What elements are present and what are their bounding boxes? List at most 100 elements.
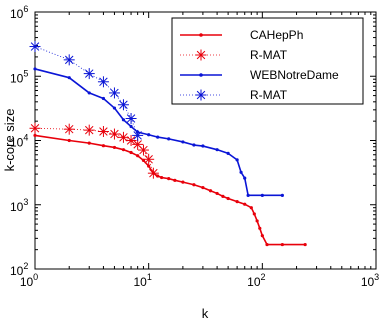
data-point: [87, 91, 91, 95]
data-point: [280, 242, 284, 247]
data-point: [117, 131, 129, 143]
data-point: [255, 219, 259, 223]
asterisk-stroke: [196, 50, 206, 60]
data-point: [125, 112, 137, 124]
data-point: [265, 242, 269, 247]
x-tick-label: 103: [361, 272, 379, 289]
data-point: [97, 126, 109, 138]
data-point: [97, 76, 109, 88]
asterisk-stroke: [99, 77, 108, 87]
data-point: [208, 189, 213, 193]
data-point: [121, 148, 126, 152]
data-point: [117, 99, 129, 111]
y-axis-label: k-core size: [2, 109, 17, 172]
data-point: [246, 193, 250, 197]
data-point: [260, 234, 264, 238]
data-point: [33, 67, 37, 71]
data-point: [101, 144, 106, 148]
series-2-webnotredame: [33, 67, 284, 197]
asterisk-stroke: [119, 133, 128, 142]
asterisk-stroke: [126, 136, 136, 145]
x-tick-label: 101: [133, 272, 151, 289]
legend-item: R-MAT: [180, 48, 288, 62]
legend-item: CAHepPh: [180, 28, 303, 42]
data-point: [160, 175, 164, 180]
data-point: [147, 133, 151, 137]
asterisk-stroke: [119, 100, 128, 110]
data-point: [303, 242, 307, 247]
data-point: [67, 76, 71, 80]
data-point: [87, 141, 91, 145]
legend-marker: [199, 73, 203, 77]
axis-ticks: 100 101 102 103 102 103 104 105 106: [10, 4, 379, 289]
legend-item: WEBNotreDame: [180, 68, 339, 82]
legend-label: WEBNotreDame: [250, 68, 339, 82]
data-point: [136, 154, 140, 158]
asterisk-stroke: [133, 131, 142, 140]
asterisk-stroke: [30, 42, 40, 51]
asterisk-stroke: [84, 125, 94, 135]
data-point: [181, 180, 185, 184]
legend-label: CAHepPh: [250, 28, 303, 42]
legend-item: R-MAT: [180, 88, 288, 102]
y-tick-label: 105: [10, 68, 28, 85]
x-axis-label: k: [202, 306, 209, 321]
data-point: [112, 106, 117, 110]
data-point: [83, 124, 95, 136]
data-point: [249, 206, 253, 210]
data-point: [243, 202, 247, 206]
asterisk-stroke: [110, 88, 119, 98]
data-point: [239, 170, 243, 174]
asterisk-stroke: [30, 124, 40, 133]
data-point: [167, 177, 171, 181]
data-point: [121, 118, 126, 122]
data-point: [29, 41, 41, 53]
legend-marker: [195, 49, 207, 61]
data-point: [63, 54, 75, 66]
data-point: [181, 140, 185, 144]
asterisk-stroke: [99, 127, 108, 136]
data-point: [112, 145, 117, 150]
data-point: [167, 137, 171, 141]
data-point: [137, 144, 149, 156]
legend: CAHepPh R-MAT WEBNotreDame R-MAT: [171, 17, 364, 105]
asterisk-stroke: [139, 145, 148, 155]
data-point: [221, 194, 225, 198]
data-point: [101, 96, 106, 101]
data-point: [156, 135, 160, 139]
data-point: [215, 148, 219, 152]
data-point: [201, 144, 205, 148]
data-point: [132, 129, 144, 141]
asterisk-stroke: [196, 90, 206, 100]
asterisk-stroke: [144, 155, 153, 164]
y-tick-label: 104: [10, 133, 28, 150]
data-point: [235, 158, 239, 162]
data-point: [29, 122, 41, 134]
data-point: [226, 196, 230, 201]
legend-marker: [195, 89, 207, 101]
series-1-r-mat: [29, 122, 159, 179]
x-tick-label: 102: [247, 272, 265, 289]
asterisk-stroke: [84, 69, 94, 78]
x-tick-label: 100: [20, 272, 38, 289]
data-point: [243, 176, 247, 180]
legend-box: [171, 17, 364, 105]
asterisk-stroke: [133, 140, 142, 149]
asterisk-stroke: [64, 55, 74, 65]
y-tick-label: 106: [10, 4, 28, 21]
data-point: [226, 151, 230, 155]
data-point: [258, 226, 262, 230]
data-point: [173, 178, 177, 182]
data-point: [252, 212, 256, 216]
data-point: [143, 153, 155, 165]
data-point: [108, 128, 120, 140]
data-point: [147, 167, 159, 179]
data-point: [192, 143, 196, 147]
data-point: [280, 193, 284, 197]
y-tick-label: 102: [10, 261, 28, 278]
data-point: [63, 123, 75, 135]
data-point: [201, 185, 205, 190]
legend-label: R-MAT: [250, 48, 288, 62]
asterisk-stroke: [110, 129, 119, 139]
